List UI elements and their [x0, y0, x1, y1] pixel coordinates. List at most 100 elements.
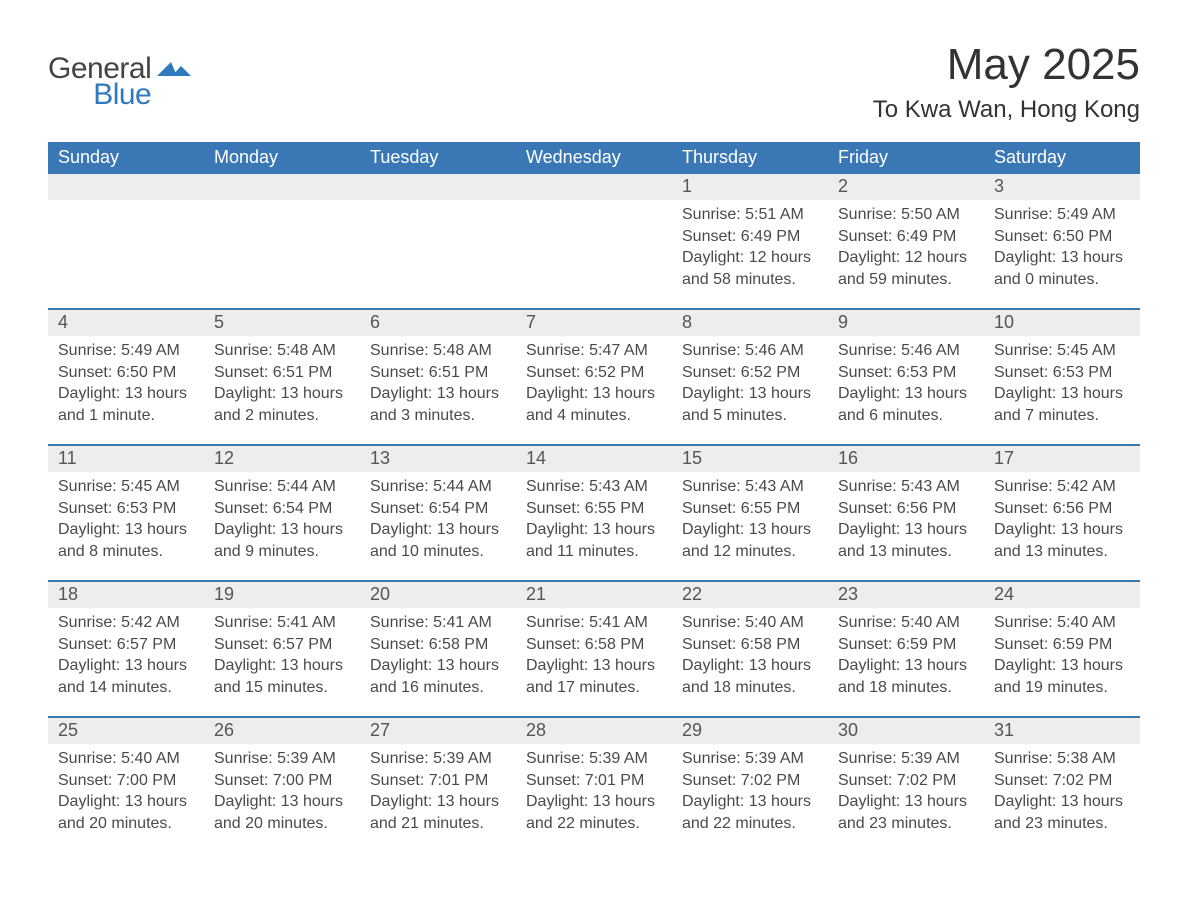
detail-daylight2: and 4 minutes.: [526, 405, 662, 427]
day-details: Sunrise: 5:45 AMSunset: 6:53 PMDaylight:…: [984, 336, 1140, 444]
detail-daylight2: and 18 minutes.: [682, 677, 818, 699]
day-number: 14: [516, 446, 672, 472]
detail-daylight1: Daylight: 13 hours: [838, 655, 974, 677]
detail-daylight2: and 59 minutes.: [838, 269, 974, 291]
day-details: Sunrise: 5:39 AMSunset: 7:02 PMDaylight:…: [828, 744, 984, 852]
detail-sunrise: Sunrise: 5:40 AM: [682, 612, 818, 634]
detail-sunrise: Sunrise: 5:39 AM: [682, 748, 818, 770]
detail-daylight1: Daylight: 13 hours: [994, 247, 1130, 269]
day-content-row: Sunrise: 5:42 AMSunset: 6:57 PMDaylight:…: [48, 608, 1140, 716]
day-details: Sunrise: 5:44 AMSunset: 6:54 PMDaylight:…: [204, 472, 360, 580]
day-number: 26: [204, 718, 360, 744]
day-number: 27: [360, 718, 516, 744]
detail-sunset: Sunset: 6:54 PM: [214, 498, 350, 520]
detail-sunrise: Sunrise: 5:51 AM: [682, 204, 818, 226]
title-block: May 2025 To Kwa Wan, Hong Kong: [873, 40, 1140, 124]
dow-header: Tuesday: [360, 142, 516, 174]
detail-daylight2: and 13 minutes.: [994, 541, 1130, 563]
detail-daylight2: and 10 minutes.: [370, 541, 506, 563]
detail-daylight2: and 13 minutes.: [838, 541, 974, 563]
detail-daylight1: Daylight: 13 hours: [58, 791, 194, 813]
detail-daylight1: Daylight: 13 hours: [994, 655, 1130, 677]
detail-daylight1: Daylight: 13 hours: [526, 655, 662, 677]
detail-daylight2: and 22 minutes.: [682, 813, 818, 835]
detail-sunset: Sunset: 6:51 PM: [214, 362, 350, 384]
day-number: 22: [672, 582, 828, 608]
day-number: [360, 174, 516, 200]
detail-daylight1: Daylight: 13 hours: [682, 519, 818, 541]
day-details: [204, 200, 360, 308]
day-details: Sunrise: 5:39 AMSunset: 7:02 PMDaylight:…: [672, 744, 828, 852]
detail-sunset: Sunset: 6:59 PM: [838, 634, 974, 656]
detail-daylight1: Daylight: 12 hours: [838, 247, 974, 269]
brand-flag-icon: [157, 60, 191, 87]
detail-sunset: Sunset: 6:57 PM: [214, 634, 350, 656]
detail-sunrise: Sunrise: 5:39 AM: [838, 748, 974, 770]
day-details: Sunrise: 5:40 AMSunset: 6:58 PMDaylight:…: [672, 608, 828, 716]
weeks-container: 123Sunrise: 5:51 AMSunset: 6:49 PMDaylig…: [48, 174, 1140, 852]
detail-sunrise: Sunrise: 5:39 AM: [526, 748, 662, 770]
detail-sunrise: Sunrise: 5:49 AM: [994, 204, 1130, 226]
day-number: 19: [204, 582, 360, 608]
day-number: 29: [672, 718, 828, 744]
detail-sunrise: Sunrise: 5:38 AM: [994, 748, 1130, 770]
detail-sunrise: Sunrise: 5:47 AM: [526, 340, 662, 362]
day-details: Sunrise: 5:48 AMSunset: 6:51 PMDaylight:…: [204, 336, 360, 444]
detail-sunset: Sunset: 6:50 PM: [994, 226, 1130, 248]
day-number: 10: [984, 310, 1140, 336]
detail-sunset: Sunset: 7:00 PM: [58, 770, 194, 792]
detail-daylight1: Daylight: 13 hours: [682, 655, 818, 677]
detail-sunrise: Sunrise: 5:40 AM: [838, 612, 974, 634]
detail-sunset: Sunset: 6:58 PM: [526, 634, 662, 656]
detail-daylight1: Daylight: 13 hours: [838, 791, 974, 813]
brand-logo: General Blue: [48, 40, 191, 110]
day-number: 16: [828, 446, 984, 472]
detail-daylight1: Daylight: 13 hours: [838, 383, 974, 405]
detail-sunset: Sunset: 7:00 PM: [214, 770, 350, 792]
calendar-grid: SundayMondayTuesdayWednesdayThursdayFrid…: [48, 142, 1140, 852]
detail-daylight1: Daylight: 13 hours: [214, 655, 350, 677]
detail-sunrise: Sunrise: 5:42 AM: [58, 612, 194, 634]
day-details: Sunrise: 5:43 AMSunset: 6:55 PMDaylight:…: [672, 472, 828, 580]
detail-sunset: Sunset: 6:53 PM: [58, 498, 194, 520]
detail-daylight1: Daylight: 13 hours: [994, 519, 1130, 541]
detail-daylight2: and 15 minutes.: [214, 677, 350, 699]
day-details: Sunrise: 5:42 AMSunset: 6:56 PMDaylight:…: [984, 472, 1140, 580]
detail-sunrise: Sunrise: 5:48 AM: [214, 340, 350, 362]
day-number: [516, 174, 672, 200]
day-details: Sunrise: 5:49 AMSunset: 6:50 PMDaylight:…: [984, 200, 1140, 308]
day-number-row: 11121314151617: [48, 446, 1140, 472]
dow-header: Friday: [828, 142, 984, 174]
day-content-row: Sunrise: 5:49 AMSunset: 6:50 PMDaylight:…: [48, 336, 1140, 444]
detail-daylight1: Daylight: 13 hours: [58, 519, 194, 541]
day-number: 7: [516, 310, 672, 336]
day-details: Sunrise: 5:39 AMSunset: 7:01 PMDaylight:…: [360, 744, 516, 852]
detail-sunset: Sunset: 6:52 PM: [526, 362, 662, 384]
detail-sunset: Sunset: 7:02 PM: [682, 770, 818, 792]
detail-sunrise: Sunrise: 5:41 AM: [526, 612, 662, 634]
day-number-row: 123: [48, 174, 1140, 200]
day-number: 15: [672, 446, 828, 472]
week-block: 18192021222324Sunrise: 5:42 AMSunset: 6:…: [48, 580, 1140, 716]
day-details: Sunrise: 5:46 AMSunset: 6:53 PMDaylight:…: [828, 336, 984, 444]
day-number: 2: [828, 174, 984, 200]
detail-sunrise: Sunrise: 5:48 AM: [370, 340, 506, 362]
detail-sunset: Sunset: 7:01 PM: [526, 770, 662, 792]
detail-daylight2: and 3 minutes.: [370, 405, 506, 427]
page-header: General Blue May 2025 To Kwa Wan, Hong K…: [48, 40, 1140, 124]
location-subtitle: To Kwa Wan, Hong Kong: [873, 96, 1140, 124]
day-details: [360, 200, 516, 308]
day-details: Sunrise: 5:47 AMSunset: 6:52 PMDaylight:…: [516, 336, 672, 444]
day-number: 1: [672, 174, 828, 200]
detail-daylight2: and 14 minutes.: [58, 677, 194, 699]
detail-sunrise: Sunrise: 5:50 AM: [838, 204, 974, 226]
detail-sunrise: Sunrise: 5:43 AM: [682, 476, 818, 498]
day-number: 23: [828, 582, 984, 608]
day-details: Sunrise: 5:51 AMSunset: 6:49 PMDaylight:…: [672, 200, 828, 308]
day-details: Sunrise: 5:45 AMSunset: 6:53 PMDaylight:…: [48, 472, 204, 580]
day-details: Sunrise: 5:49 AMSunset: 6:50 PMDaylight:…: [48, 336, 204, 444]
detail-daylight1: Daylight: 13 hours: [370, 383, 506, 405]
detail-daylight1: Daylight: 13 hours: [526, 383, 662, 405]
detail-daylight1: Daylight: 13 hours: [214, 519, 350, 541]
detail-daylight1: Daylight: 13 hours: [214, 383, 350, 405]
